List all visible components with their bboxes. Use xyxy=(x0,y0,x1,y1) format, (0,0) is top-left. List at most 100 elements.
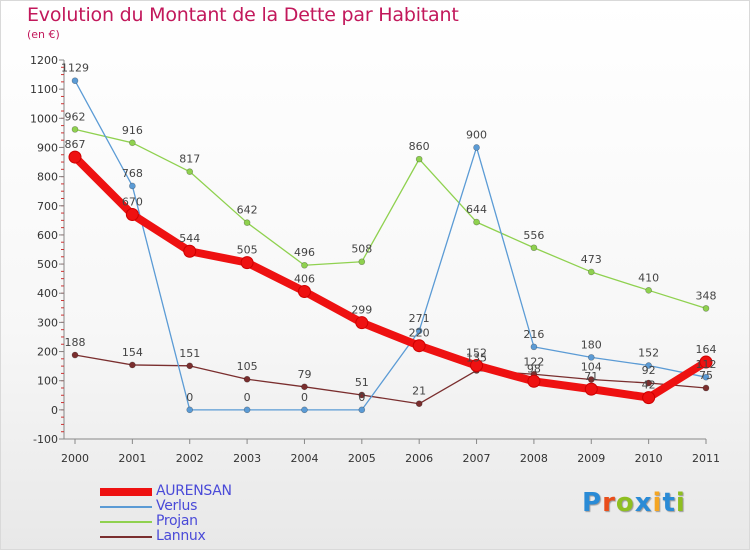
x-tick-label: 2002 xyxy=(176,452,204,465)
data-point xyxy=(642,391,656,405)
data-label: 154 xyxy=(122,346,143,359)
data-point xyxy=(183,244,197,258)
data-label: 496 xyxy=(294,246,315,259)
data-point xyxy=(301,383,308,391)
y-tick-label: 600 xyxy=(37,229,58,242)
data-point xyxy=(415,327,423,335)
x-tick-label: 2004 xyxy=(290,452,318,465)
data-labels: 188 154 151 105 79 51 21 135 122 104 92 75 962 916 817… xyxy=(61,62,717,404)
data-label: 410 xyxy=(638,271,659,284)
logo-letter: t xyxy=(662,488,676,518)
data-label: 42 xyxy=(642,379,656,392)
data-label: 556 xyxy=(523,229,544,242)
data-label: 0 xyxy=(301,391,308,404)
data-label: 505 xyxy=(237,244,258,257)
y-tick-label: 100 xyxy=(37,375,58,388)
data-label: 180 xyxy=(581,338,602,351)
data-point xyxy=(243,406,251,414)
data-point xyxy=(358,258,366,266)
data-label: 1129 xyxy=(61,62,89,75)
data-label: 188 xyxy=(65,336,86,349)
x-tick-label: 2007 xyxy=(463,452,491,465)
legend-label: Projan xyxy=(156,513,198,529)
data-point xyxy=(412,339,426,353)
y-tick-label: 800 xyxy=(37,171,58,184)
x-tick-label: 2009 xyxy=(577,452,605,465)
data-point xyxy=(645,287,652,294)
data-point xyxy=(587,268,595,276)
data-label: 152 xyxy=(638,347,659,360)
data-point xyxy=(584,382,598,396)
data-point xyxy=(129,139,136,147)
x-tick-label: 2008 xyxy=(520,452,548,465)
data-label: 98 xyxy=(527,362,541,375)
data-point xyxy=(243,219,251,226)
chart-title: Evolution du Montant de la Dette par Hab… xyxy=(27,4,459,26)
data-point xyxy=(186,406,194,414)
data-label: 406 xyxy=(294,272,315,285)
legend-label: Verlus xyxy=(156,498,198,514)
data-point xyxy=(186,168,194,175)
series-line-projan xyxy=(74,128,707,310)
data-point xyxy=(470,359,484,373)
data-label: 0 xyxy=(358,391,365,404)
data-point xyxy=(358,406,366,414)
data-point xyxy=(358,391,366,399)
data-point xyxy=(301,261,308,269)
data-point xyxy=(702,373,710,381)
data-label: 151 xyxy=(179,347,200,360)
data-label: 644 xyxy=(466,203,487,216)
data-label: 216 xyxy=(523,328,544,341)
data-label: 348 xyxy=(696,289,717,302)
data-label: 0 xyxy=(244,391,251,404)
y-tick-label: 500 xyxy=(37,258,58,271)
data-point xyxy=(527,374,541,388)
data-label: 164 xyxy=(696,343,717,356)
data-label: 0 xyxy=(186,391,193,404)
data-point xyxy=(71,77,79,84)
data-label: 768 xyxy=(122,167,143,180)
logo-letter: o xyxy=(615,488,635,518)
data-point xyxy=(702,305,710,312)
data-point xyxy=(355,316,369,330)
data-point xyxy=(240,256,254,270)
data-point xyxy=(71,351,79,359)
logo-letter: x xyxy=(634,488,653,518)
data-label: 112 xyxy=(696,358,717,371)
data-point xyxy=(297,284,311,298)
y-tick-label: 0 xyxy=(51,404,58,417)
series-line-aurensan xyxy=(71,153,710,402)
data-label: 544 xyxy=(179,232,200,245)
data-label: 299 xyxy=(351,304,372,317)
data-point xyxy=(587,354,595,361)
data-label: 220 xyxy=(409,327,430,340)
data-point xyxy=(301,406,308,414)
data-point xyxy=(587,376,595,383)
data-label: 508 xyxy=(351,243,372,256)
legend-swatch xyxy=(100,536,152,538)
data-label: 900 xyxy=(466,128,487,141)
data-point xyxy=(530,244,538,252)
data-point xyxy=(473,218,480,226)
x-tick-label: 2001 xyxy=(118,452,146,465)
data-point xyxy=(243,375,251,383)
data-label: 71 xyxy=(584,370,598,383)
y-tick-label: 300 xyxy=(37,316,58,329)
x-tick-label: 2006 xyxy=(405,452,433,465)
data-label: 122 xyxy=(523,355,544,368)
data-point xyxy=(702,384,710,392)
data-label: 916 xyxy=(122,124,143,137)
data-label: 860 xyxy=(409,140,430,153)
line-chart: -100010020030040050060070080090010001100… xyxy=(30,54,720,465)
data-point xyxy=(699,355,713,369)
legend-swatch xyxy=(100,506,152,508)
data-label: 817 xyxy=(179,153,200,166)
data-label: 75 xyxy=(699,369,713,382)
legend-label: Lannux xyxy=(156,528,206,544)
data-point xyxy=(68,150,82,164)
series-layer xyxy=(68,77,713,414)
data-point xyxy=(71,126,79,133)
series-line-verlus xyxy=(74,80,707,411)
data-label: 21 xyxy=(412,385,426,398)
logo-letter: i xyxy=(652,488,663,518)
